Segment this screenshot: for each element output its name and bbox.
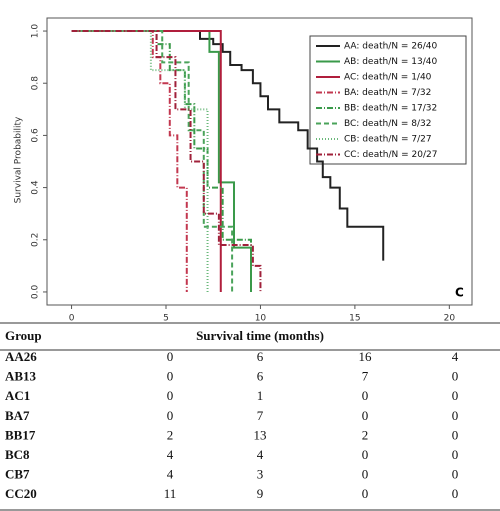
- group-label: BB17: [5, 427, 36, 442]
- legend-label: CC: death/N = 20/27: [344, 150, 437, 160]
- table-cell: 0: [167, 349, 174, 364]
- table-cell: 13: [254, 427, 267, 442]
- table-cell: 3: [257, 467, 264, 482]
- table-header: Group: [5, 328, 42, 343]
- y-tick-label: 0.2: [31, 233, 41, 247]
- legend-label: BA: death/N = 7/32: [344, 88, 431, 98]
- y-tick-label: 0.0: [31, 285, 41, 300]
- legend-label: BB: death/N = 17/32: [344, 104, 437, 114]
- y-tick-label: 0.8: [31, 76, 41, 91]
- y-tick-label: 0.4: [31, 180, 41, 195]
- legend-label: AB: death/N = 13/40: [344, 57, 437, 67]
- table-cell: 0: [362, 447, 369, 462]
- x-tick-label: 0: [69, 314, 75, 324]
- survival-curve: [71, 30, 262, 292]
- group-label: AB13: [5, 369, 37, 384]
- table-cell: 9: [257, 486, 264, 501]
- legend-label: AA: death/N = 26/40: [344, 42, 438, 52]
- table-cell: 0: [362, 486, 369, 501]
- legend-box: [309, 35, 467, 165]
- table-cell: 0: [167, 388, 174, 403]
- legend-label: CB: death/N = 7/27: [344, 135, 432, 145]
- table-cell: 0: [362, 467, 369, 482]
- table-cell: 7: [362, 369, 369, 384]
- table-cell: 0: [452, 467, 459, 482]
- table-cell: 4: [452, 349, 459, 364]
- group-label: AA26: [5, 349, 37, 364]
- table-cell: 6: [257, 349, 264, 364]
- table-cell: 4: [167, 447, 174, 462]
- table-cell: 4: [257, 447, 264, 462]
- table-cell: 11: [164, 486, 177, 501]
- table-cell: 6: [257, 369, 264, 384]
- table-cell: 1: [257, 388, 264, 403]
- legend-label: BC: death/N = 8/32: [344, 119, 431, 129]
- table-cell: 0: [167, 408, 174, 423]
- table-cell: 0: [452, 427, 459, 442]
- table-cell: 2: [362, 427, 369, 442]
- table-cell: 0: [452, 369, 459, 384]
- x-tick-label: 20: [444, 314, 456, 324]
- table-cell: 0: [452, 408, 459, 423]
- survival-curve: [71, 30, 234, 292]
- survival-curve: [71, 30, 188, 292]
- y-axis-label: Survival Probability: [14, 116, 24, 203]
- table-cell: 0: [167, 369, 174, 384]
- x-tick-label: 5: [163, 314, 169, 324]
- y-tick-label: 1.0: [31, 24, 41, 39]
- table-cell: 4: [167, 467, 174, 482]
- survival-curve: [71, 30, 385, 261]
- x-tick-label: 15: [349, 314, 360, 324]
- table-cell: 0: [362, 408, 369, 423]
- y-tick-label: 0.6: [31, 128, 41, 143]
- group-label: CB7: [5, 467, 30, 482]
- table-header: Survival time (months): [196, 328, 324, 343]
- group-label: BC8: [5, 447, 30, 462]
- x-tick-label: 10: [255, 314, 267, 324]
- table-cell: 16: [359, 349, 373, 364]
- table-cell: 0: [452, 388, 459, 403]
- legend-label: AC: death/N = 1/40: [344, 73, 432, 83]
- group-label: CC20: [5, 486, 37, 501]
- survival-curve: [71, 30, 252, 292]
- group-label: AC1: [5, 388, 30, 403]
- survival-curve: [71, 30, 252, 266]
- group-label: BA7: [5, 408, 30, 423]
- table-cell: 0: [452, 447, 459, 462]
- table-cell: 7: [257, 408, 264, 423]
- table-cell: 2: [167, 427, 174, 442]
- table-cell: 0: [362, 388, 369, 403]
- panel-label: C: [455, 286, 464, 300]
- table-cell: 0: [452, 486, 459, 501]
